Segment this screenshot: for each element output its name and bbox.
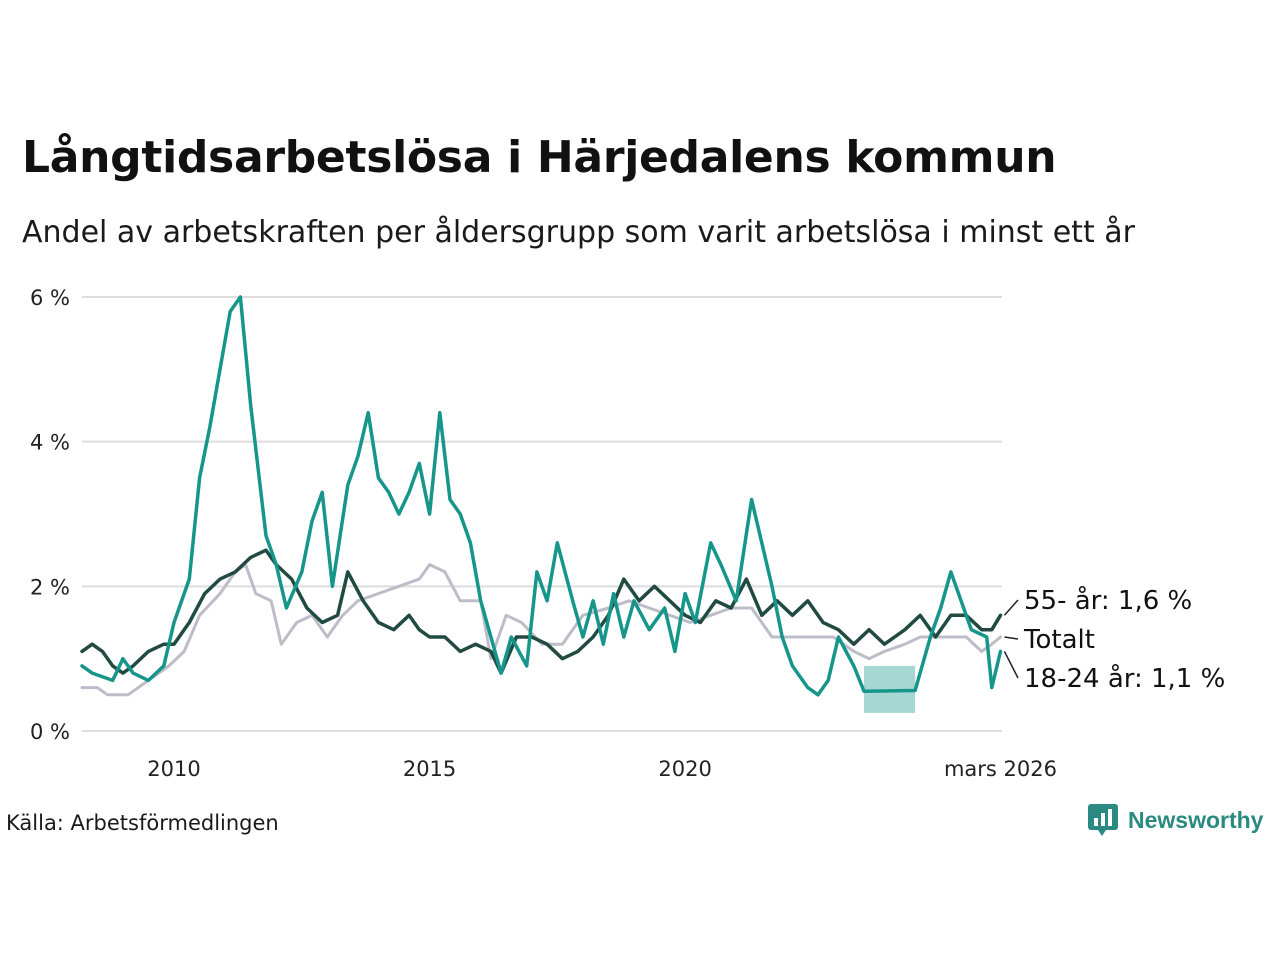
x-tick-label: 2010 xyxy=(147,757,200,781)
series-line-total xyxy=(80,563,1002,697)
y-tick-label: 2 % xyxy=(30,575,70,599)
series-layer xyxy=(80,295,1003,697)
grid-layer: 0 % 2 % 4 % 6 % 2010 2015 2020 mars 2026 xyxy=(30,286,1057,781)
end-label-total: Totalt xyxy=(1023,625,1095,655)
end-label-leader xyxy=(1003,599,1019,616)
y-tick-label: 4 % xyxy=(30,431,70,455)
brand-logo: Newsworthy xyxy=(1088,804,1263,836)
y-tick-label: 0 % xyxy=(30,720,70,744)
series-line-old xyxy=(80,548,1003,675)
end-label-leader xyxy=(1004,636,1019,640)
label-layer: Totalt 55- år: 1,6 % 18-24 år: 1,1 % xyxy=(1003,585,1225,694)
x-tick-label: 2020 xyxy=(658,757,711,781)
series-line-youth xyxy=(80,295,1003,697)
brand-name: Newsworthy xyxy=(1128,806,1264,833)
y-tick-label: 6 % xyxy=(30,286,70,310)
end-label-old: 55- år: 1,6 % xyxy=(1024,585,1192,616)
source-note: Källa: Arbetsförmedlingen xyxy=(6,811,279,835)
x-tick-label: mars 2026 xyxy=(944,757,1057,781)
page-subtitle: Andel av arbetskraften per åldersgrupp s… xyxy=(22,215,1135,250)
end-label-youth: 18-24 år: 1,1 % xyxy=(1024,663,1225,694)
page-title: Långtidsarbetslösa i Härjedalens kommun xyxy=(22,132,1057,183)
end-label-leader xyxy=(1003,651,1019,679)
newsworthy-logo-icon xyxy=(1088,804,1118,836)
x-tick-label: 2015 xyxy=(403,757,456,781)
